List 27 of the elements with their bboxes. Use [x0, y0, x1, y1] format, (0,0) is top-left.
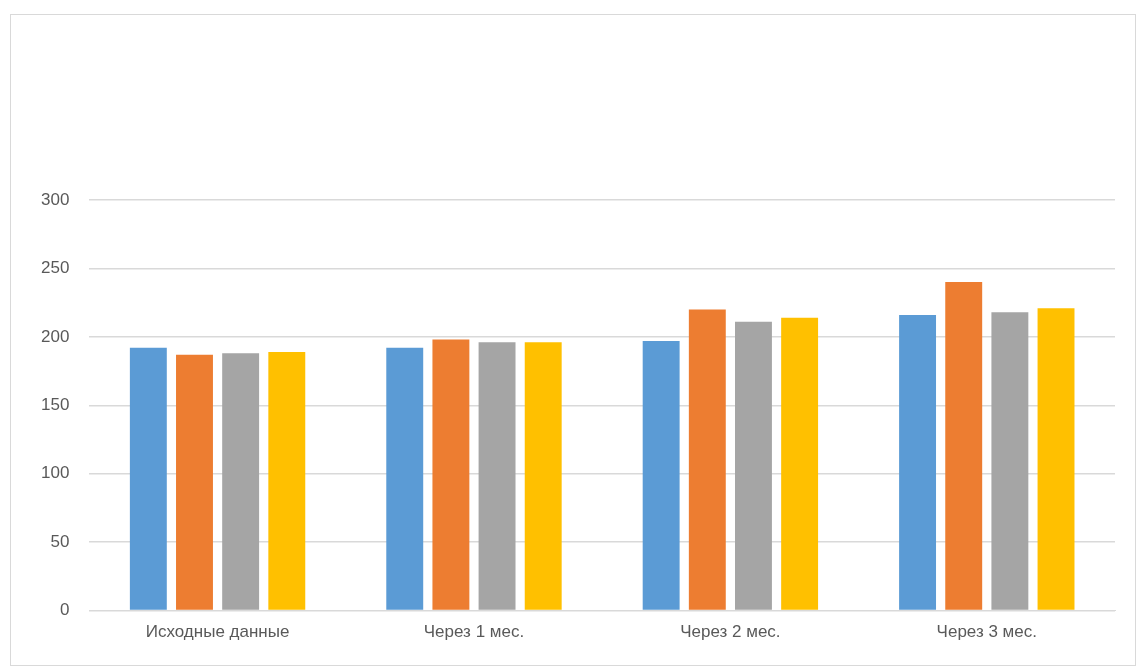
y-tick-label: 100: [40, 463, 70, 483]
bar: [991, 312, 1029, 610]
bar: [129, 347, 167, 610]
bar: [781, 317, 819, 610]
bar: [176, 354, 213, 610]
x-tick-label: Через 2 мес.: [680, 622, 781, 642]
bar: [386, 347, 424, 610]
bar: [642, 340, 680, 610]
bar: [1037, 308, 1075, 610]
bar: [735, 321, 772, 610]
y-tick-label: 150: [40, 394, 70, 414]
y-tick-label: 250: [40, 258, 70, 278]
bar: [945, 282, 983, 610]
y-tick-label: 200: [40, 326, 70, 346]
bar: [432, 339, 470, 610]
y-tick-label: 50: [50, 531, 70, 551]
bar: [478, 342, 516, 610]
bar: [524, 342, 562, 610]
bar: [899, 314, 937, 610]
x-tick-label: Исходные данные: [145, 622, 290, 642]
y-tick-label: 0: [59, 600, 70, 620]
bar: [688, 309, 726, 610]
bar: [268, 351, 306, 610]
x-tick-label: Через 1 мес.: [423, 622, 525, 642]
y-tick-label: 300: [40, 189, 70, 209]
x-tick-label: Через 3 мес.: [936, 622, 1037, 642]
bar: [222, 353, 260, 610]
